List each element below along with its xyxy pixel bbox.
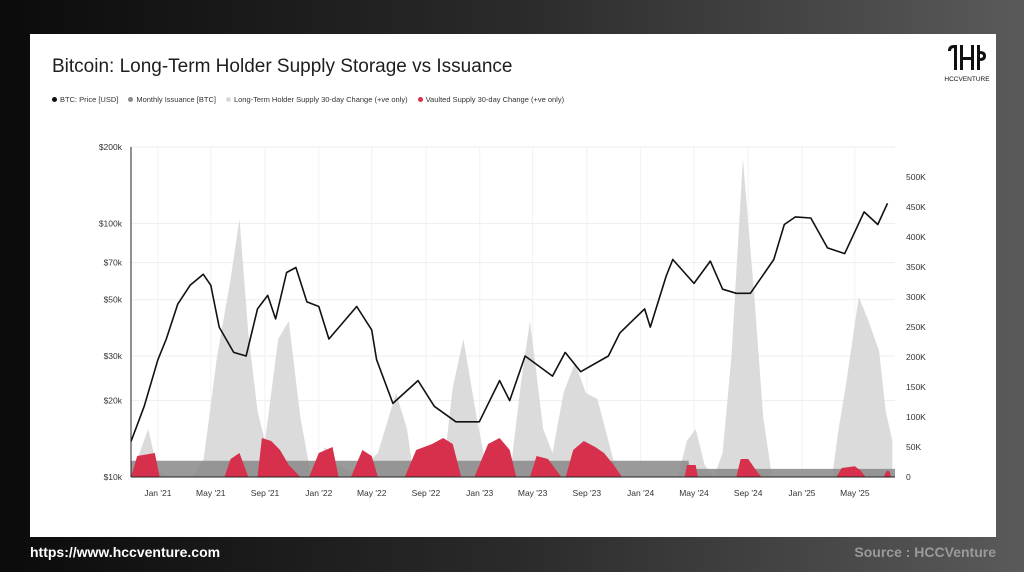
y-right-tick-label: 300K bbox=[906, 292, 926, 302]
y-right-tick-label: 200K bbox=[906, 352, 926, 362]
lth-supply-area bbox=[131, 159, 893, 477]
legend-label: BTC: Price [USD] bbox=[60, 95, 119, 104]
footer-url: https://www.hccventure.com bbox=[30, 544, 221, 560]
x-tick-label: Sep '22 bbox=[412, 488, 441, 498]
legend-item-price: BTC: Price [USD] bbox=[52, 95, 118, 104]
x-tick-label: May '25 bbox=[840, 488, 870, 498]
legend-item-lth: Long-Term Holder Supply 30-day Change (+… bbox=[225, 95, 408, 104]
y-left-tick-label: $10k bbox=[104, 472, 123, 482]
x-tick-label: May '22 bbox=[357, 488, 387, 498]
x-tick-label: Jan '25 bbox=[788, 488, 815, 498]
legend-label: Monthly Issuance [BTC] bbox=[136, 95, 216, 104]
chart-plot: $200k $100k $70k $50k $30k $20k $10k 0 50K 100K 15… bbox=[99, 142, 926, 498]
x-tick-label: Sep '21 bbox=[251, 488, 280, 498]
y-left-tick-label: $200k bbox=[99, 142, 123, 152]
legend-item-vaulted: Vaulted Supply 30-day Change (+ve only) bbox=[417, 95, 565, 104]
btc-price-line bbox=[130, 202, 889, 442]
y-right-tick-label: 250K bbox=[906, 322, 926, 332]
y-left-tick-label: $30k bbox=[104, 351, 123, 361]
y-right-tick-label: 500K bbox=[906, 172, 926, 182]
footer-source: Source : HCCVenture bbox=[854, 544, 996, 560]
legend-item-issuance: Monthly Issuance [BTC] bbox=[128, 95, 216, 104]
chart-legend: BTC: Price [USD] Monthly Issuance [BTC] … bbox=[52, 95, 564, 104]
x-tick-label: Sep '24 bbox=[734, 488, 763, 498]
y-right-tick-label: 50K bbox=[906, 442, 921, 452]
x-tick-label: Jan '22 bbox=[305, 488, 332, 498]
logo-text: HCCVENTURE bbox=[944, 76, 990, 83]
hccventure-logo: HCCVENTURE bbox=[944, 45, 990, 83]
x-tick-label: Jan '24 bbox=[627, 488, 654, 498]
chart-title: Bitcoin: Long-Term Holder Supply Storage… bbox=[52, 56, 513, 77]
x-tick-label: Jan '21 bbox=[144, 488, 171, 498]
y-left-tick-label: $20k bbox=[104, 396, 123, 406]
x-tick-label: Jan '23 bbox=[466, 488, 493, 498]
y-left-tick-label: $50k bbox=[104, 295, 123, 305]
y-right-tick-label: 450K bbox=[906, 202, 926, 212]
chart-card: Bitcoin: Long-Term Holder Supply Storage… bbox=[30, 34, 996, 537]
y-left-tick-label: $70k bbox=[104, 258, 123, 268]
y-right-tick-label: 350K bbox=[906, 262, 926, 272]
legend-label: Vaulted Supply 30-day Change (+ve only) bbox=[425, 95, 565, 104]
y-right-tick-label: 400K bbox=[906, 232, 926, 242]
vaulted-supply-area bbox=[131, 438, 891, 477]
legend-label: Long-Term Holder Supply 30-day Change (+… bbox=[233, 95, 408, 104]
y-right-tick-label: 150K bbox=[906, 382, 926, 392]
y-right-tick-label: 100K bbox=[906, 412, 926, 422]
x-tick-label: May '24 bbox=[679, 488, 709, 498]
x-tick-label: May '21 bbox=[196, 488, 226, 498]
x-tick-label: May '23 bbox=[518, 488, 548, 498]
y-left-tick-label: $100k bbox=[99, 218, 123, 228]
x-tick-label: Sep '23 bbox=[573, 488, 602, 498]
y-right-tick-label: 0 bbox=[906, 472, 911, 482]
